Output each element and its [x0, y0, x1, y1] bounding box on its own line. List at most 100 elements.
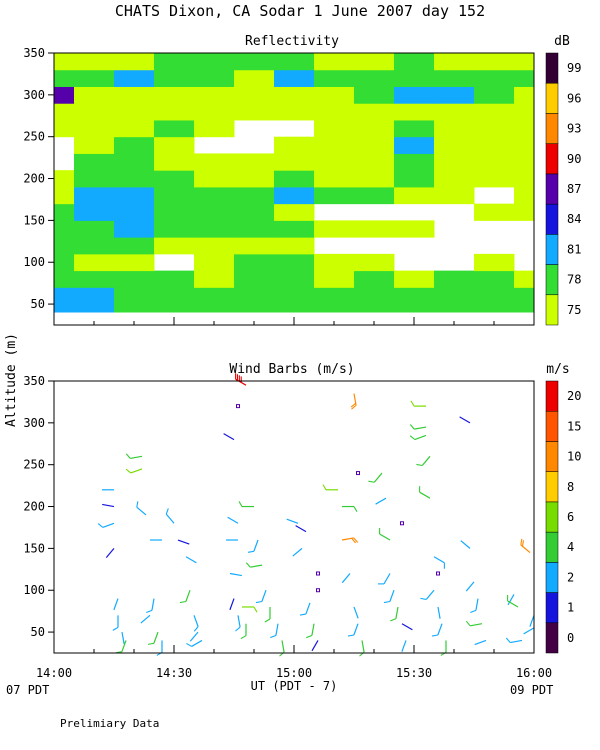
reflectivity-cell [154, 203, 195, 221]
wind-barb-feather [136, 501, 139, 508]
wind-barb-staff [305, 602, 311, 615]
reflectivity-heatmap [54, 53, 535, 313]
wind-barb [375, 497, 387, 505]
wind-barb [322, 484, 338, 491]
wind-barb-staff [475, 598, 479, 611]
wind-barb-feather [264, 618, 271, 623]
reflectivity-cell [274, 203, 315, 221]
wind-barb-plot [97, 373, 535, 657]
wind-barb [165, 508, 175, 524]
wind-barb [507, 594, 519, 608]
reflectivity-cell [354, 69, 395, 87]
y-tick-label: 250 [23, 458, 45, 472]
colorbar-label: 4 [567, 540, 574, 554]
wind-barb-staff [529, 615, 535, 627]
reflectivity-cell [474, 53, 515, 71]
reflectivity-cell [234, 220, 275, 238]
colorbar-swatch [545, 264, 559, 296]
wind-barb [105, 547, 115, 558]
wind-barb-staff [375, 497, 387, 505]
wind-barb-staff [507, 600, 519, 608]
reflectivity-cell [514, 203, 535, 221]
wind-barb-feather [125, 468, 132, 474]
reflectivity-cell [394, 53, 435, 71]
wind-barb-staff [191, 639, 203, 647]
reflectivity-colorbar-unit: dB [554, 34, 570, 49]
reflectivity-cell [314, 270, 355, 288]
wind-barb [433, 556, 445, 569]
colorbar-label: 87 [567, 182, 581, 196]
reflectivity-cell [74, 119, 115, 138]
x-tick-label: 16:00 [516, 666, 552, 680]
reflectivity-cell [354, 304, 395, 313]
reflectivity-cell [114, 270, 155, 288]
colorbar-swatch [545, 234, 559, 265]
wind-barb-staff [437, 606, 441, 619]
wind-barb-staff [250, 564, 263, 568]
wind-barb [383, 590, 395, 604]
wind-barb [97, 522, 115, 528]
reflectivity-cell [194, 304, 235, 313]
wind-barb-feather [520, 538, 523, 545]
y-tick-label: 300 [23, 416, 45, 430]
wind-barb-feather [165, 508, 169, 515]
wind-barb-feather [521, 540, 525, 547]
reflectivity-cell [394, 170, 435, 188]
colorbar-label: 20 [567, 389, 581, 403]
reflectivity-cell [54, 304, 75, 313]
wind-barb [474, 639, 487, 646]
colorbar-swatch [545, 294, 559, 326]
wind-barb-feather [351, 537, 356, 544]
wind-barb-feather [322, 484, 327, 491]
wind-barb-feather [350, 402, 357, 408]
wind-barb-staff [295, 525, 307, 533]
wind-barb [520, 538, 531, 554]
wind-barb [416, 455, 431, 467]
reflectivity-cell [474, 287, 515, 305]
reflectivity-cell [354, 153, 395, 171]
calm-wind-marker [356, 471, 360, 476]
wind-barb-feather [416, 463, 423, 467]
reflectivity-cell [74, 287, 115, 305]
reflectivity-cell [54, 203, 75, 221]
wind-barb-feather [253, 606, 258, 613]
colorbar-swatch [545, 562, 559, 593]
wind-barb [465, 620, 483, 627]
colorbar-label: 1 [567, 601, 574, 615]
wind-barb-staff [474, 639, 487, 646]
wind-barb-staff [102, 503, 115, 508]
reflectivity-cell [234, 170, 275, 188]
reflectivity-cell [74, 103, 115, 121]
y-tick-label: 150 [23, 213, 45, 227]
wind-barb [125, 468, 143, 474]
wind-barb [431, 623, 443, 637]
reflectivity-cell [354, 220, 395, 238]
wind-barb [401, 623, 413, 631]
reflectivity-cell [74, 69, 115, 87]
reflectivity-cell [474, 153, 515, 171]
wind-barb [292, 547, 303, 557]
reflectivity-cell [74, 86, 115, 104]
colorbar-label: 78 [567, 273, 581, 287]
colorbar-label: 81 [567, 242, 581, 256]
wind-barb-staff [353, 623, 359, 636]
reflectivity-cell [314, 103, 355, 121]
reflectivity-cell [54, 86, 75, 104]
wind-barb-staff [373, 472, 383, 483]
wind-barb-staff [510, 639, 523, 644]
reflectivity-cell [514, 170, 535, 188]
reflectivity-x-ticks [53, 317, 535, 325]
wind-barb [235, 615, 241, 632]
y-tick-label: 100 [23, 255, 45, 269]
wind-barb-staff [151, 598, 155, 611]
reflectivity-cell [74, 186, 115, 205]
x-tick-label: 15:00 [276, 666, 312, 680]
reflectivity-cell [74, 304, 115, 313]
reflectivity-cell [394, 103, 435, 121]
reflectivity-cell [314, 170, 355, 188]
colorbar-swatch [545, 113, 559, 144]
wind-barb [420, 589, 435, 600]
reflectivity-cell [434, 86, 475, 104]
wind-barb-staff [419, 491, 431, 499]
wind-barb [177, 539, 190, 545]
